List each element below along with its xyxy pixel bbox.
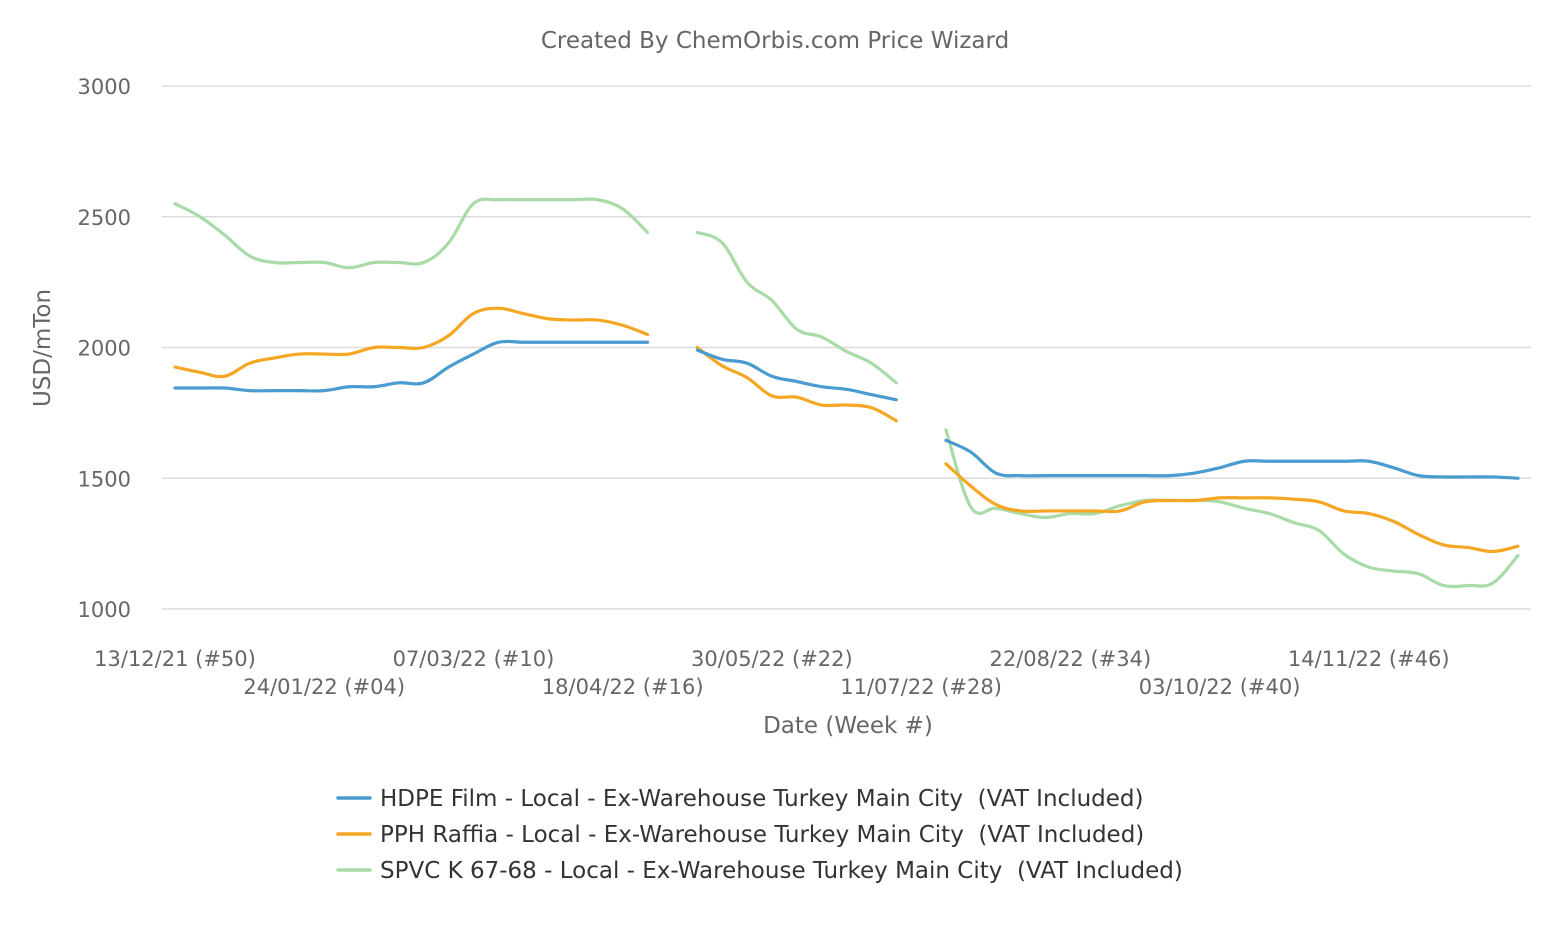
legend-item[interactable]: PPH Raffia - Local - Ex-Warehouse Turkey…	[336, 822, 1144, 848]
chart-title: Created By ChemOrbis.com Price Wizard	[541, 28, 1009, 54]
x-axis-ticks: 13/12/21 (#50) 24/01/22 (#04) 07/03/22 (#1…	[94, 647, 1449, 699]
series-segment	[944, 428, 1520, 589]
series-segment	[944, 438, 1520, 480]
series-layer	[173, 197, 1520, 589]
y-tick-label: 2000	[78, 337, 131, 361]
series-line-1	[173, 306, 1520, 554]
series-segment	[944, 462, 1520, 554]
y-axis-ticks: 1000 1500 2000 2500 3000	[78, 75, 131, 622]
legend-item[interactable]: HDPE Film - Local - Ex-Warehouse Turkey …	[336, 786, 1143, 812]
x-tick-label: 22/08/22 (#34)	[989, 647, 1151, 671]
x-tick-label: 24/01/22 (#04)	[243, 675, 405, 699]
series-segment	[173, 339, 650, 393]
x-tick-label: 13/12/21 (#50)	[94, 647, 256, 671]
y-tick-label: 1500	[78, 467, 131, 491]
y-axis-label: USD/mTon	[30, 289, 56, 407]
series-segment	[695, 348, 898, 402]
series-segment	[173, 306, 650, 379]
legend-label: HDPE Film - Local - Ex-Warehouse Turkey …	[380, 786, 1143, 812]
series-line-0	[173, 339, 1520, 480]
x-tick-label: 14/11/22 (#46)	[1288, 647, 1450, 671]
series-segment	[173, 197, 650, 270]
legend-label: PPH Raffia - Local - Ex-Warehouse Turkey…	[380, 822, 1144, 848]
series-segment	[695, 345, 898, 423]
x-tick-label: 07/03/22 (#10)	[393, 647, 555, 671]
legend[interactable]: HDPE Film - Local - Ex-Warehouse Turkey …	[336, 786, 1183, 884]
x-axis-label: Date (Week #)	[763, 713, 933, 739]
series-segment	[695, 230, 898, 385]
x-tick-label: 11/07/22 (#28)	[840, 675, 1002, 699]
x-tick-label: 03/10/22 (#40)	[1139, 675, 1301, 699]
x-tick-label: 18/04/22 (#16)	[542, 675, 704, 699]
legend-item[interactable]: SPVC K 67-68 - Local - Ex-Warehouse Turk…	[336, 858, 1183, 884]
series-line-2	[173, 197, 1520, 589]
y-tick-label: 1000	[78, 598, 131, 622]
x-tick-label: 30/05/22 (#22)	[691, 647, 853, 671]
y-tick-label: 2500	[78, 206, 131, 230]
y-tick-label: 3000	[78, 75, 131, 99]
legend-label: SPVC K 67-68 - Local - Ex-Warehouse Turk…	[380, 858, 1183, 884]
